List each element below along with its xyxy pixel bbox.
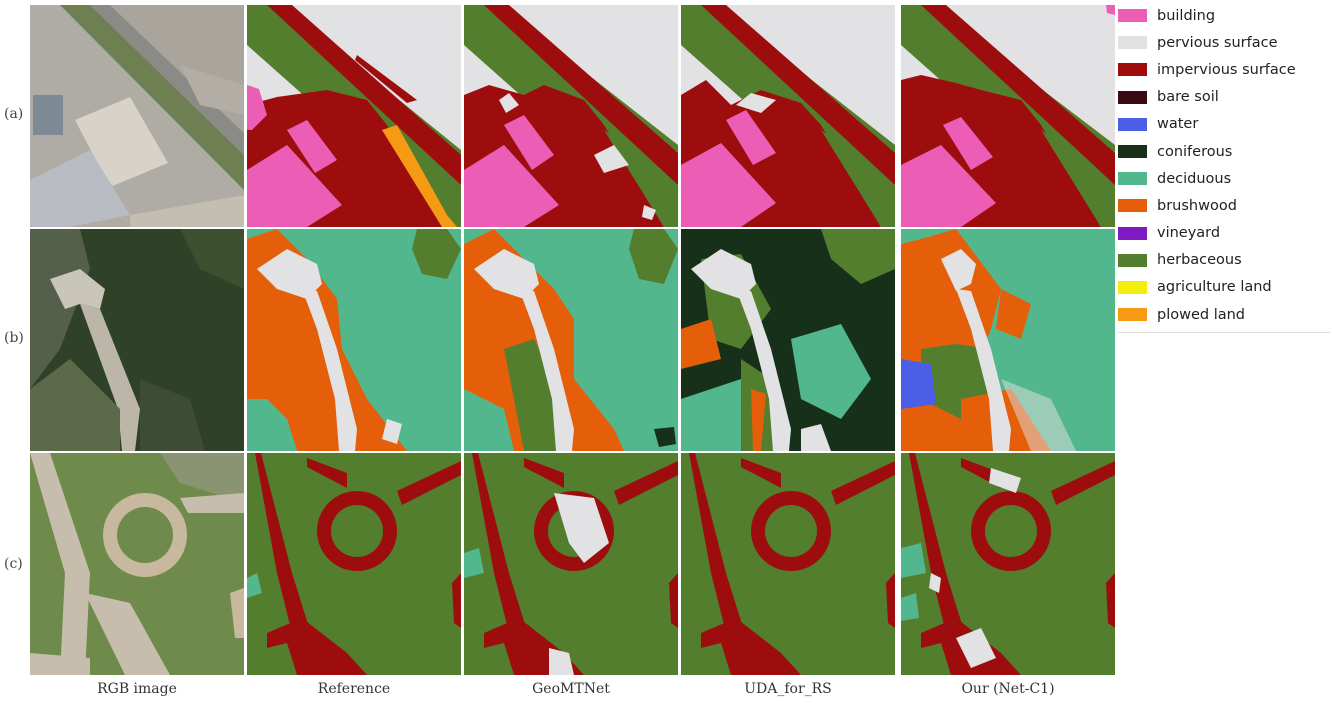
reference-c [247, 453, 461, 675]
column-label-rgb-image: RGB image [97, 681, 177, 697]
column-label-uda-for-rs: UDA_for_RS [744, 681, 832, 697]
legend-label: herbaceous [1157, 252, 1242, 269]
legend-label: deciduous [1157, 170, 1232, 187]
legend-swatch [1118, 172, 1147, 186]
legend-swatch [1118, 199, 1147, 213]
legend-item-vineyard: vineyard [1118, 220, 1330, 247]
legend-swatch [1118, 117, 1147, 131]
reference-b [247, 229, 461, 451]
our-net-c1-b [901, 229, 1115, 451]
legend-label: pervious surface [1157, 34, 1278, 51]
legend-item-bare-soil: bare soil [1118, 84, 1330, 111]
reference-a [247, 5, 461, 227]
legend-item-water: water [1118, 111, 1330, 138]
legend-label: brushwood [1157, 197, 1237, 214]
column-label-reference: Reference [317, 681, 391, 697]
row-label-b: (b) [4, 330, 24, 346]
column-label-geomtnet: GeoMTNet [532, 681, 610, 697]
legend-swatch [1118, 90, 1147, 104]
column-label-our-net-c1: Our (Net-C1) [961, 681, 1055, 697]
legend-swatch [1118, 253, 1147, 267]
legend-label: agriculture land [1157, 279, 1272, 296]
rgb-image-a [30, 5, 244, 227]
geomtnet-c [464, 453, 678, 675]
legend-label: coniferous [1157, 143, 1233, 160]
legend-swatch [1118, 36, 1147, 50]
legend-item-pervious-surface: pervious surface [1118, 29, 1330, 56]
legend-label: bare soil [1157, 89, 1219, 106]
our-net-c1-c [901, 453, 1115, 675]
rgb-image-c [30, 453, 244, 675]
uda-for-rs-c [681, 453, 895, 675]
geomtnet-a [464, 5, 678, 227]
legend-label: vineyard [1157, 225, 1221, 242]
legend-swatch [1118, 280, 1147, 294]
uda-for-rs-a [681, 5, 895, 227]
row-label-a: (a) [4, 106, 24, 122]
legend-item-impervious-surface: impervious surface [1118, 56, 1330, 83]
geomtnet-b [464, 229, 678, 451]
legend-item-building: building [1118, 2, 1330, 29]
legend-swatch [1118, 308, 1147, 322]
legend-label: plowed land [1157, 306, 1246, 323]
rgb-image-b [30, 229, 244, 451]
legend-swatch [1118, 145, 1147, 159]
legend-label: building [1157, 7, 1216, 24]
legend-item-brushwood: brushwood [1118, 192, 1330, 219]
legend-swatch [1118, 63, 1147, 77]
uda-for-rs-b [681, 229, 895, 451]
our-net-c1-a [901, 5, 1115, 227]
legend-item-plowed-land: plowed land [1118, 301, 1330, 328]
legend-item-coniferous: coniferous [1118, 138, 1330, 165]
legend-swatch [1118, 226, 1147, 240]
legend-label: impervious surface [1157, 61, 1296, 78]
legend-label: water [1157, 116, 1199, 133]
legend-swatch [1118, 9, 1147, 23]
legend-item-deciduous: deciduous [1118, 165, 1330, 192]
legend: building pervious surface impervious sur… [1118, 2, 1330, 334]
row-label-c: (c) [4, 556, 23, 572]
legend-item-herbaceous: herbaceous [1118, 247, 1330, 274]
legend-item-agriculture-land: agriculture land [1118, 274, 1330, 301]
